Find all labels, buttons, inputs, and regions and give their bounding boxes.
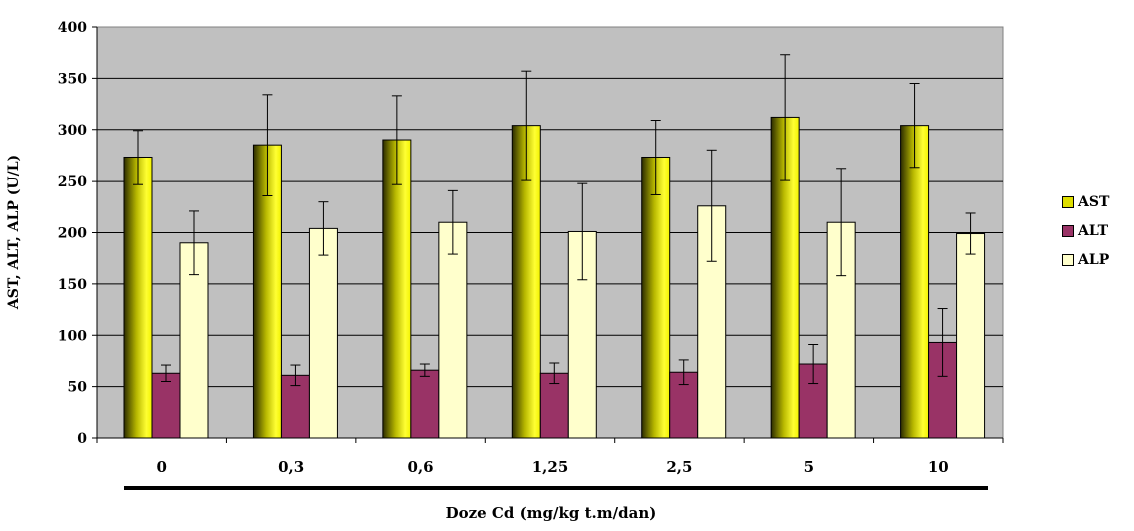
bar-alt	[410, 369, 440, 439]
legend-item-alt: ALT	[1062, 216, 1109, 245]
bar-alt	[151, 372, 181, 439]
y-tick-label: 300	[58, 123, 87, 139]
x-tick-label: 10	[928, 458, 949, 476]
bar-alp	[179, 242, 209, 439]
y-tick-label: 0	[77, 431, 87, 447]
x-tick-label: 1,25	[532, 458, 569, 476]
legend-swatch-alt	[1062, 224, 1074, 237]
legend-label-alt: ALT	[1078, 222, 1108, 239]
y-tick-label: 250	[58, 174, 87, 190]
x-tick-label: 2,5	[666, 458, 692, 476]
x-axis-title: Doze Cd (mg/kg t.m/dan)	[446, 504, 657, 522]
x-tick-label: 5	[804, 458, 814, 476]
x-tick-label: 0	[156, 458, 166, 476]
legend-item-ast: AST	[1062, 187, 1109, 216]
y-tick-label: 350	[58, 71, 87, 87]
bar-ast	[123, 156, 153, 439]
bar-alp	[956, 233, 986, 439]
legend-label-alp: ALP	[1078, 251, 1110, 268]
y-tick-label: 400	[58, 20, 87, 36]
axes: 0 50 100 150 200 250 300 350 400 0 0,3 0,6 1,25 2,5 5 1…	[58, 20, 1004, 476]
legend-swatch-ast	[1062, 195, 1074, 208]
y-tick-label: 200	[58, 226, 87, 242]
legend-label-ast: AST	[1078, 193, 1110, 210]
y-tick-label: 100	[58, 328, 87, 344]
legend: AST ALT ALP	[1062, 187, 1109, 274]
x-tick-label: 0,6	[408, 458, 434, 476]
y-tick-label: 150	[58, 277, 87, 293]
bar-alp	[308, 227, 338, 439]
bar-ast	[382, 139, 412, 439]
y-axis-title: AST, ALT, ALP (U/L)	[6, 155, 22, 310]
bar-ast	[900, 125, 930, 439]
x-tick-label: 0,3	[278, 458, 304, 476]
bar-alp	[438, 221, 468, 439]
legend-swatch-alp	[1062, 253, 1074, 266]
y-tick-label: 50	[68, 380, 88, 396]
legend-item-alp: ALP	[1062, 245, 1109, 274]
bar-ast	[641, 156, 671, 439]
